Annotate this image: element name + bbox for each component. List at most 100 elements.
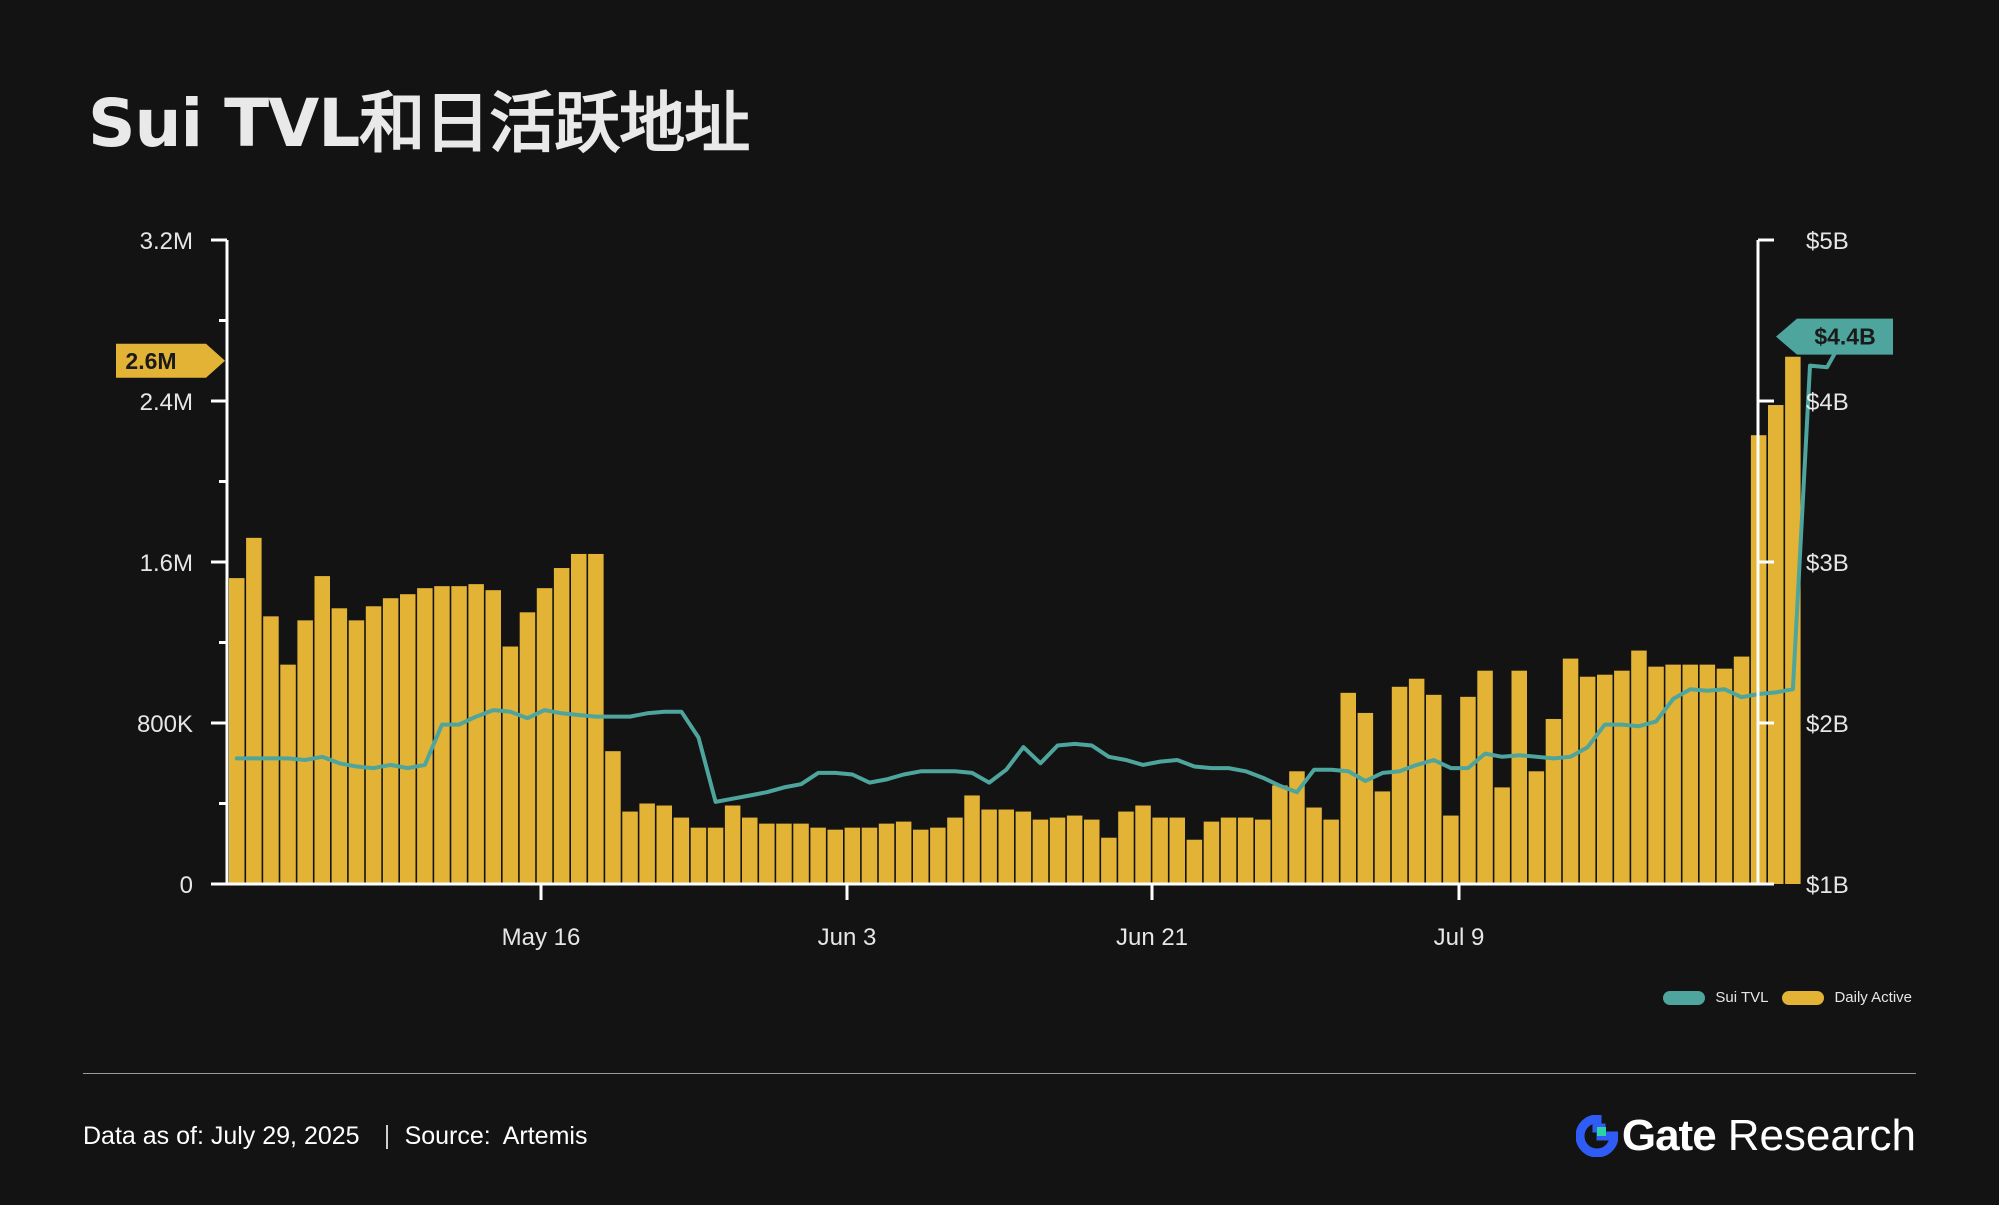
legend-label-tvl: Sui TVL [1715,989,1769,1006]
daily-active-bar [861,827,878,884]
daily-active-bar [1579,676,1596,884]
daily-active-bar [1032,819,1049,884]
daily-active-bar [998,809,1014,884]
daily-active-bar [519,612,536,884]
daily-active-bar [622,811,638,884]
daily-active-bar [571,553,587,884]
daily-active-bar [1648,666,1664,884]
gate-logo-icon [1575,1115,1618,1157]
daily-active-bar [964,795,980,884]
right-callout-badge [1776,318,1893,355]
daily-active-bar [981,809,997,884]
daily-active-bar [1306,807,1322,884]
daily-active-bar [1768,405,1784,884]
daily-active-bar [468,584,484,884]
callouts: 2.6M $4.4B [116,318,1893,378]
daily-active-bar [724,805,741,884]
daily-active-bar [1323,819,1339,884]
daily-active-bar [1169,817,1185,884]
source-label: Source: [404,1122,491,1150]
right-tick-label: $3B [1806,550,1849,577]
daily-active-bar [1220,817,1237,884]
daily-active-bar [434,586,450,884]
daily-active-bar [229,578,245,884]
chart-title: Sui TVL和日活跃地址 [88,85,750,162]
daily-active-bar [742,817,758,884]
daily-active-bar [588,553,604,884]
footer-separator [385,1124,388,1149]
left-callout-badge [116,343,225,378]
footer-divider [83,1073,1916,1074]
daily-active-bar [1597,674,1613,884]
daily-active-bar [1049,817,1066,884]
daily-active-bar [1203,821,1220,884]
daily-active-bar [1374,791,1391,884]
daily-active-bar [1237,817,1254,884]
daily-active-bar [1357,712,1374,884]
footer: Data as of: July 29, 2025 Source: Artemi… [83,1122,587,1151]
daily-active-bar [1494,787,1510,884]
daily-active-bar [1528,771,1545,884]
daily-active-bar [913,829,929,884]
daily-active-bar [1084,819,1100,884]
left-tick-label: 1.6M [140,550,193,577]
right-tick-label: $4B [1806,389,1849,416]
daily-active-bar [1716,668,1733,884]
daily-active-bar [639,803,655,884]
daily-active-bar [246,537,262,884]
daily-active-bar [1015,811,1032,884]
daily-active-bar [1340,692,1356,884]
brand-suffix: Research [1727,1111,1916,1160]
daily-active-bar [605,751,621,884]
daily-active-bar [382,598,399,884]
daily-active-bar [793,823,809,884]
daily-active-bar [1477,670,1493,884]
daily-active-bar [263,616,279,884]
legend-swatch-tvl [1663,990,1706,1005]
daily-active-bar [502,646,519,884]
daily-active-bar [348,620,365,884]
bar-series [229,356,1801,885]
axis-labels: 0 800K 1.6M 2.4M 3.2M $1B $2B $3B $4B $5B May 16 Ju… [137,228,1849,951]
daily-active-bar [1460,696,1476,884]
left-callout-label: 2.6M [125,348,176,374]
daily-active-bar [827,829,843,884]
daily-active-bar [1408,678,1425,884]
daily-active-bar [1545,718,1562,884]
daily-active-bar [1391,686,1408,884]
daily-active-bar [1614,670,1630,884]
daily-active-bar [365,606,382,884]
brand: Gate Research [1575,1111,1916,1161]
daily-active-bar [297,620,313,884]
tvl-line [234,334,1847,804]
daily-active-bar [930,827,946,884]
daily-active-bar [844,827,861,884]
daily-active-bar [1289,771,1305,884]
daily-active-bar [1562,658,1579,884]
daily-active-bar [1118,811,1134,884]
right-tick-label: $5B [1806,228,1849,255]
left-tick-label: 2.4M [140,389,193,416]
legend-item-tvl: Sui TVL [1663,989,1768,1006]
daily-active-bar [1665,664,1681,884]
daily-active-bar [810,827,826,884]
daily-active-bar [314,576,330,884]
daily-active-bar [536,588,553,884]
daily-active-bar [1186,839,1203,884]
daily-active-bar [331,608,348,884]
daily-active-bar [690,827,707,884]
legend-label-active: Daily Active [1834,989,1912,1006]
daily-active-bar [1255,819,1271,884]
brand-name: Gate [1621,1111,1717,1160]
right-callout-label: $4.4B [1814,324,1875,350]
daily-active-bar [1699,664,1716,884]
left-tick-label: 0 [180,872,193,899]
daily-active-bar [895,821,912,884]
legend-item-active: Daily Active [1782,989,1912,1006]
daily-active-bar [553,568,570,884]
daily-active-bar [1682,664,1698,884]
left-tick-label: 3.2M [140,228,193,255]
x-tick-label: Jul 9 [1434,924,1485,951]
daily-active-bar [280,664,296,884]
